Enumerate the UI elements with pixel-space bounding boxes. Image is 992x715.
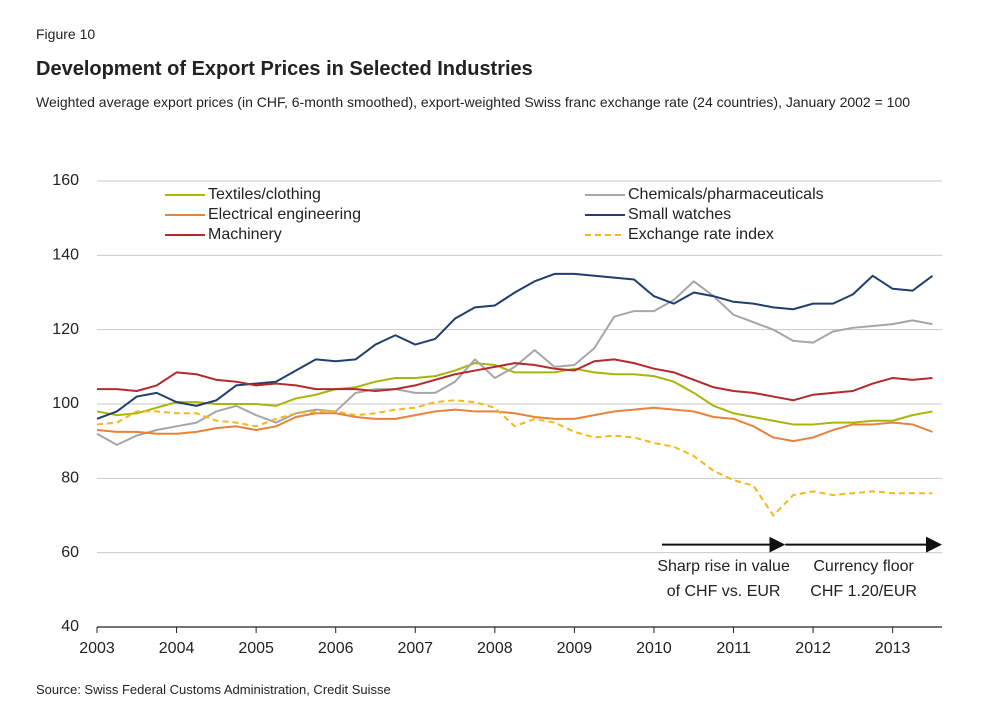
annotation-text: of CHF vs. EUR — [667, 583, 781, 600]
y-tick-label: 160 — [52, 172, 79, 189]
annotation-text: Sharp rise in value — [657, 558, 790, 575]
y-tick-label: 60 — [61, 544, 79, 561]
x-tick-label: 2010 — [636, 640, 672, 657]
series-line — [96, 362, 933, 426]
series-line — [96, 280, 933, 446]
x-tick-label: 2007 — [397, 640, 433, 657]
y-tick-label: 80 — [61, 470, 79, 487]
x-tick-label: 2011 — [716, 640, 751, 657]
series-line — [97, 358, 933, 402]
legend-label: Textiles/clothing — [208, 186, 321, 203]
legend-label: Exchange rate index — [628, 226, 774, 243]
x-tick-label: 2006 — [318, 640, 354, 657]
figure-label: Figure 10 — [36, 26, 96, 42]
annotation-text: Currency floor — [813, 558, 914, 575]
legend-label: Chemicals/pharmaceuticals — [628, 186, 824, 203]
x-tick-label: 2009 — [557, 640, 593, 657]
x-tick-label: 2008 — [477, 640, 513, 657]
legend-label: Electrical engineering — [208, 206, 361, 223]
series-line — [96, 399, 933, 517]
legend-label: Machinery — [208, 226, 282, 243]
chart-title: Development of Export Prices in Selected… — [36, 58, 533, 80]
annotation-text: CHF 1.20/EUR — [810, 583, 917, 600]
y-tick-label: 120 — [52, 321, 79, 338]
x-tick-label: 2003 — [79, 640, 115, 657]
x-tick-label: 2013 — [875, 640, 911, 657]
series-line — [96, 406, 933, 443]
y-tick-label: 40 — [61, 618, 79, 635]
source: Source: Swiss Federal Customs Administra… — [36, 682, 391, 697]
x-tick-label: 2004 — [159, 640, 195, 657]
y-tick-label: 100 — [52, 395, 79, 412]
series-line — [96, 272, 934, 420]
legend-label: Small watches — [628, 206, 731, 223]
x-tick-label: 2005 — [238, 640, 274, 657]
y-tick-label: 140 — [52, 247, 79, 264]
chart-subtitle: Weighted average export prices (in CHF, … — [36, 94, 911, 110]
x-tick-label: 2012 — [795, 640, 831, 657]
